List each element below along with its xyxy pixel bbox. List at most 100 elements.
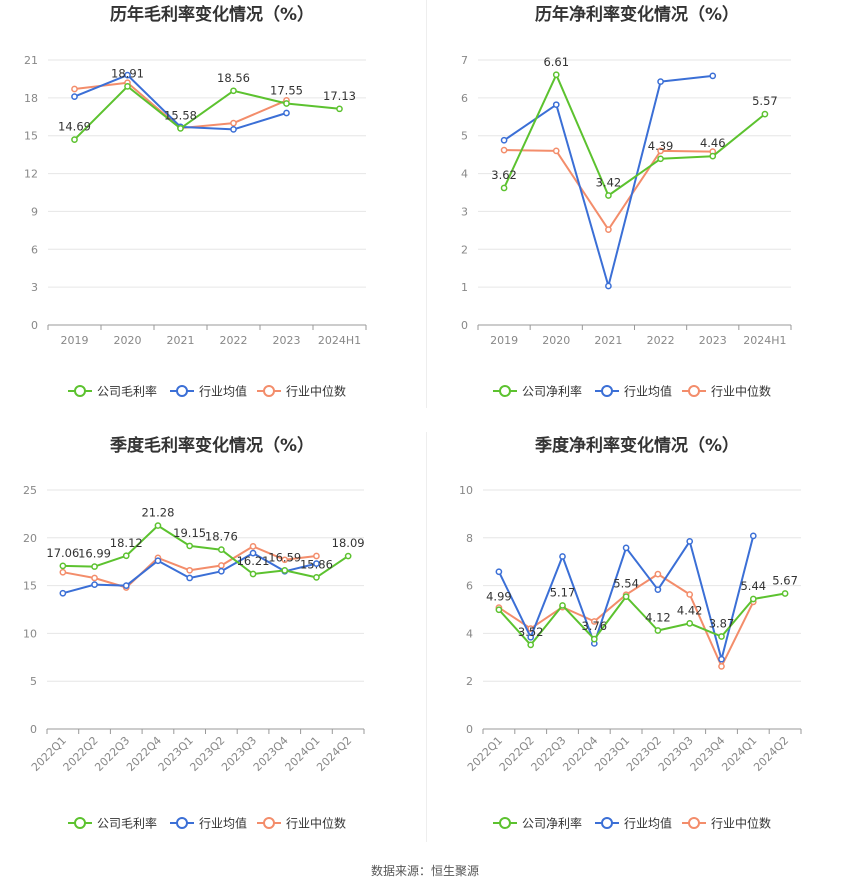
- median-point: [718, 663, 725, 670]
- data-label: 3.87: [709, 617, 735, 631]
- x-tick-label: 2023: [273, 334, 301, 347]
- y-tick-label: 6: [31, 243, 38, 256]
- median-point: [230, 119, 237, 127]
- company-point: [686, 620, 694, 627]
- quarterly-gross-margin-svg: 季度毛利率变化情况（%）05101520252022Q12022Q22022Q3…: [23, 435, 365, 831]
- avg-point: [71, 93, 78, 100]
- company-point: [281, 567, 289, 574]
- company-point: [761, 110, 769, 118]
- company-point: [249, 570, 257, 578]
- data-label: 16.59: [268, 550, 301, 564]
- median-point: [91, 574, 98, 582]
- vertical-divider-bottom: [426, 432, 427, 842]
- x-tick-label: 2021: [594, 334, 622, 347]
- company-legend-marker: [499, 817, 511, 829]
- y-tick-label: 10: [23, 627, 37, 640]
- data-label: 18.76: [205, 530, 238, 544]
- data-label: 6.61: [543, 55, 569, 69]
- data-label: 18.12: [110, 536, 143, 550]
- avg-point: [749, 532, 757, 540]
- median-point: [686, 591, 694, 598]
- company-point: [313, 574, 320, 581]
- x-tick-label: 2019: [61, 334, 89, 347]
- company-point: [654, 627, 662, 634]
- data-label: 5.17: [550, 585, 576, 599]
- company-point: [709, 152, 717, 160]
- company-legend-label: 公司毛利率: [97, 816, 157, 831]
- company-point: [590, 635, 598, 643]
- chart-title: 历年毛利率变化情况（%）: [110, 4, 314, 25]
- company-point: [749, 595, 757, 603]
- y-tick-label: 0: [31, 319, 38, 332]
- avg-point: [283, 109, 290, 117]
- data-label: 3.76: [581, 619, 607, 633]
- y-tick-label: 1: [461, 281, 468, 294]
- company-legend-label: 公司净利率: [522, 384, 582, 399]
- y-tick-label: 4: [466, 627, 473, 640]
- company-point: [781, 590, 789, 597]
- y-tick-label: 0: [466, 723, 473, 736]
- data-label: 19.15: [173, 526, 206, 540]
- avg-point: [657, 78, 664, 85]
- chart-title: 历年净利率变化情况（%）: [535, 4, 739, 25]
- y-tick-label: 4: [461, 168, 468, 181]
- median-point: [657, 147, 664, 155]
- company-point: [122, 552, 130, 560]
- avg-point: [186, 574, 193, 582]
- company-point: [230, 87, 237, 95]
- x-tick-label: 2022: [220, 334, 248, 347]
- company-point: [91, 563, 98, 570]
- data-label: 21.28: [141, 506, 174, 520]
- median-legend-label: 行业中位数: [711, 384, 771, 399]
- avg-point: [154, 557, 162, 565]
- x-tick-label: 2023: [699, 334, 727, 347]
- company-point: [718, 633, 725, 640]
- data-label: 16.21: [237, 554, 270, 568]
- company-point: [657, 155, 664, 163]
- x-tick-label: 2024H1: [318, 334, 361, 347]
- company-point: [336, 105, 343, 113]
- median-legend-marker: [688, 817, 700, 829]
- avg-point: [124, 71, 131, 79]
- annual-gross-margin-svg: 历年毛利率变化情况（%） 0 3 6 9 12 15 18 21 2019 2020 2021 2022…: [24, 4, 367, 399]
- y-tick-label: 18: [24, 92, 38, 105]
- company-point: [124, 83, 131, 90]
- y-tick-label: 9: [31, 205, 38, 218]
- data-label: 5.67: [772, 573, 798, 587]
- data-label: 14.69: [58, 120, 91, 134]
- y-tick-label: 6: [466, 580, 473, 593]
- avg-point: [552, 101, 560, 109]
- data-label: 3.42: [596, 176, 622, 190]
- avg-point: [218, 567, 225, 575]
- avg-point: [718, 655, 725, 663]
- data-label: 5.57: [752, 94, 778, 108]
- avg-legend-label: 行业均值: [624, 384, 672, 399]
- y-tick-label: 0: [30, 723, 37, 736]
- y-tick-label: 21: [24, 54, 38, 67]
- avg-point: [59, 589, 67, 597]
- median-point: [552, 147, 560, 155]
- median-point: [186, 566, 193, 574]
- median-point: [500, 146, 508, 154]
- median-series-line: [504, 149, 713, 231]
- median-point: [590, 618, 598, 625]
- median-legend-marker: [688, 385, 700, 397]
- y-tick-label: 0: [461, 319, 468, 332]
- avg-legend-label: 行业均值: [624, 816, 672, 831]
- company-series-line: [62, 524, 349, 579]
- median-point: [654, 570, 662, 578]
- x-tick-label: 2021: [167, 334, 195, 347]
- data-label: 16.99: [78, 547, 111, 561]
- company-point: [527, 641, 535, 649]
- data-label: 4.39: [648, 139, 674, 153]
- median-point: [281, 556, 289, 564]
- avg-point: [249, 549, 257, 557]
- data-label: 17.06: [46, 546, 79, 560]
- quarterly-gross-margin-chart: 季度毛利率变化情况（%） 0 5 10 15 20 25 2022Q1 2022Q2 2022Q3…: [0, 430, 425, 860]
- company-legend-label: 公司毛利率: [97, 384, 157, 399]
- x-tick-label: 2020: [114, 334, 142, 347]
- company-point: [218, 546, 225, 554]
- y-tick-label: 3: [461, 205, 468, 218]
- company-point: [154, 522, 162, 529]
- median-point: [249, 543, 257, 550]
